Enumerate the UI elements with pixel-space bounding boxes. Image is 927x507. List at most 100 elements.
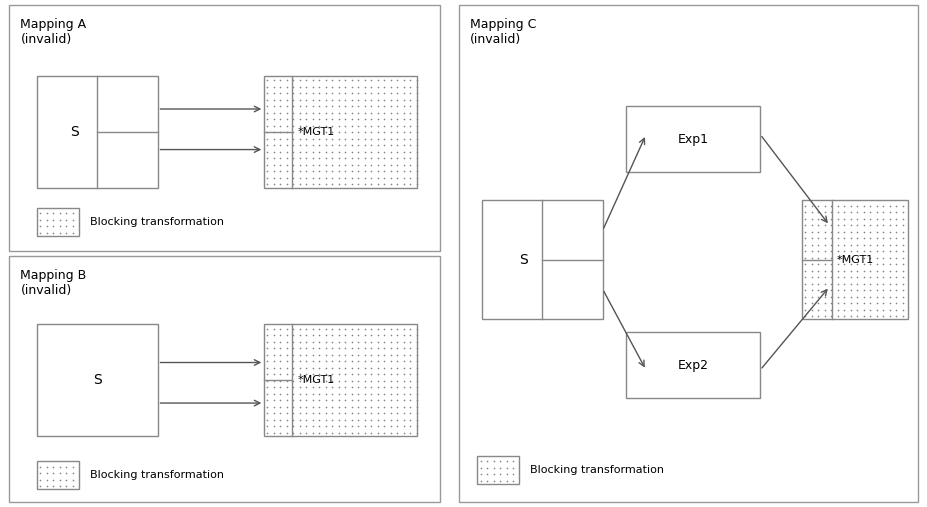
Point [850,234,865,242]
Point [40,222,55,230]
Point [377,128,392,136]
Point [805,312,819,320]
Point [876,286,891,294]
Point [325,83,340,91]
Point [371,102,386,111]
Point [358,148,373,156]
Point [325,403,340,411]
Point [818,228,832,236]
Point [883,279,897,287]
Point [831,293,845,301]
Point [506,457,521,465]
Point [377,390,392,398]
Point [818,299,832,307]
Point [299,403,314,411]
Point [267,344,282,352]
Point [863,293,878,301]
Point [312,89,327,97]
Point [403,403,418,411]
Point [306,109,321,117]
Point [390,370,405,378]
Point [306,76,321,84]
Point [895,279,910,287]
Point [273,115,288,123]
Point [286,383,301,391]
Point [273,331,288,339]
Point [403,76,418,84]
Point [312,148,327,156]
Point [824,293,839,301]
Point [293,377,308,385]
Point [818,267,832,275]
Point [40,462,55,470]
Point [358,122,373,130]
Point [325,96,340,104]
Point [260,174,275,182]
Point [293,416,308,424]
Point [364,115,379,123]
Point [33,462,48,470]
Point [889,241,904,249]
Point [410,383,425,391]
Point [390,102,405,111]
Point [805,254,819,262]
Point [818,293,832,301]
Point [293,161,308,169]
Point [351,396,366,404]
Point [889,299,904,307]
Point [371,396,386,404]
Point [876,299,891,307]
Point [837,312,852,320]
Point [325,128,340,136]
Point [403,161,418,169]
Point [325,364,340,372]
Point [286,377,301,385]
Point [377,409,392,417]
Point [332,351,347,359]
Point [260,338,275,346]
Point [480,477,495,485]
Point [844,221,858,229]
Point [286,409,301,417]
Point [377,403,392,411]
Point [280,416,295,424]
Point [850,228,865,236]
Point [403,174,418,182]
Point [286,403,301,411]
Point [325,122,340,130]
Point [280,89,295,97]
Point [474,470,489,479]
Point [889,273,904,281]
Point [267,148,282,156]
Point [883,208,897,216]
Point [850,312,865,320]
Point [870,228,884,236]
Point [850,306,865,314]
Point [332,383,347,391]
Point [40,482,55,490]
Point [273,422,288,430]
Point [338,109,353,117]
Point [857,234,871,242]
Point [863,228,878,236]
Point [338,89,353,97]
Point [837,234,852,242]
Point [397,409,412,417]
Point [371,364,386,372]
Point [798,286,813,294]
Point [299,370,314,378]
Point [260,122,275,130]
Point [410,370,425,378]
Point [345,89,360,97]
Point [306,154,321,162]
Point [403,180,418,189]
Point [403,331,418,339]
Point [397,83,412,91]
Point [351,390,366,398]
Point [390,154,405,162]
Point [384,76,399,84]
Point [403,409,418,417]
Point [306,148,321,156]
Point [364,396,379,404]
Point [371,128,386,136]
